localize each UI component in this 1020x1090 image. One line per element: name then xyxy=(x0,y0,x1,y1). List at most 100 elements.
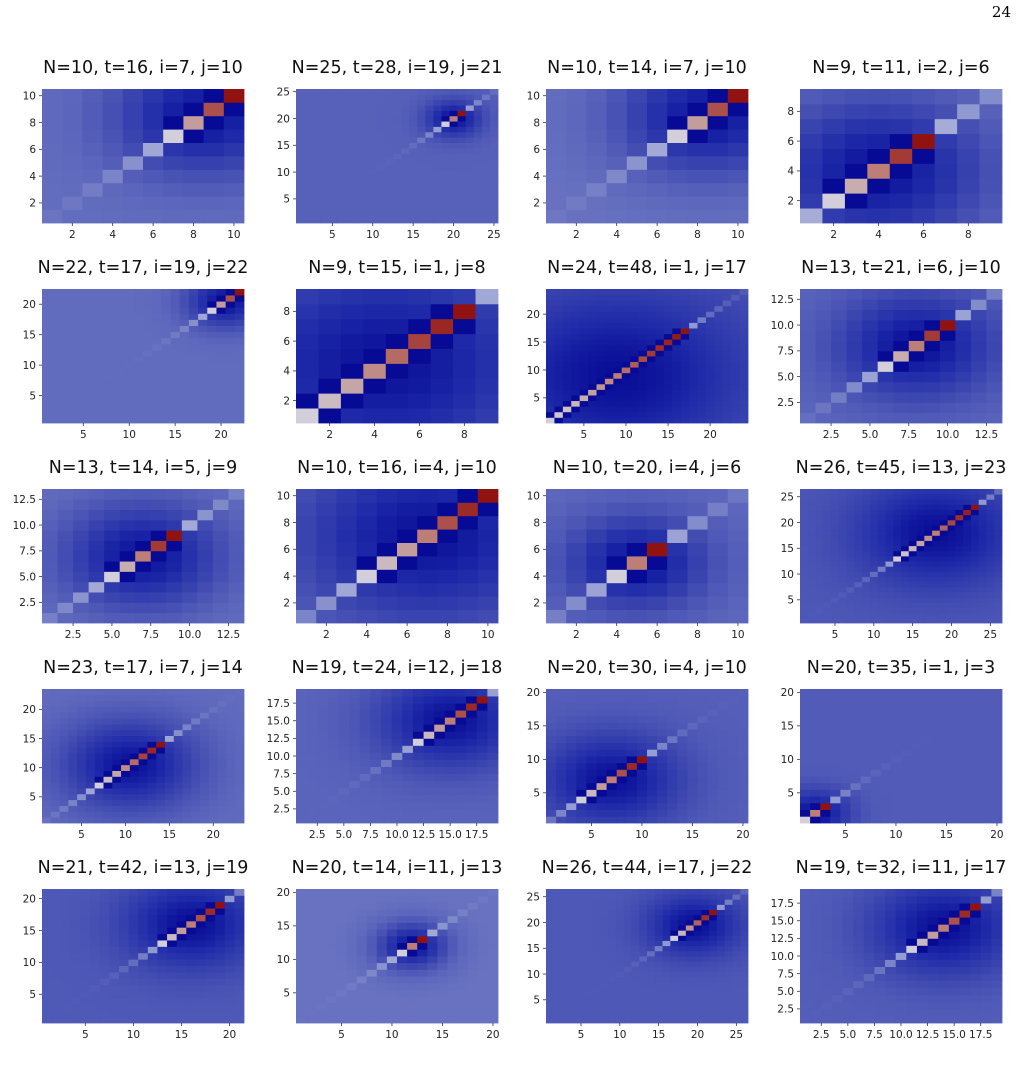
heatmap-cell xyxy=(121,718,131,725)
heatmap-cell xyxy=(161,398,171,406)
heatmap-cell xyxy=(596,316,606,323)
y-tick-label: 15.0 xyxy=(267,716,290,728)
heatmap-cell xyxy=(60,398,70,406)
heatmap-cell xyxy=(376,142,386,149)
heatmap-cell xyxy=(978,514,987,521)
heatmap-cell xyxy=(317,780,329,789)
heatmap-cell xyxy=(344,137,353,143)
heatmap-cell xyxy=(912,133,936,149)
heatmap-cell xyxy=(408,289,432,305)
heatmap-cell xyxy=(150,571,167,583)
heatmap-cell xyxy=(737,816,749,824)
heatmap-cell xyxy=(344,105,353,111)
heatmap-cell xyxy=(402,766,414,775)
heatmap-cell xyxy=(831,371,848,383)
heatmap-cell xyxy=(208,700,219,707)
heatmap-cell xyxy=(800,309,816,321)
heatmap-cell xyxy=(596,782,607,790)
heatmap-cell xyxy=(991,796,1003,804)
heatmap-cell xyxy=(78,410,89,418)
heatmap-cell xyxy=(104,499,121,511)
heatmap-cell xyxy=(133,325,144,333)
heatmap-cell xyxy=(384,174,394,181)
heatmap-cell xyxy=(714,356,724,362)
heatmap-cell xyxy=(217,753,227,760)
heatmap-cell xyxy=(370,752,382,760)
heatmap-cell xyxy=(156,805,166,812)
heatmap-cell xyxy=(546,102,567,117)
heatmap-cell xyxy=(359,752,371,760)
heatmap-cell xyxy=(328,206,337,213)
heatmap-cell xyxy=(97,307,107,314)
heatmap-cell xyxy=(626,756,638,764)
heatmap-cell xyxy=(880,782,892,790)
heatmap-cell xyxy=(352,190,362,197)
heatmap-cell xyxy=(376,196,386,202)
heatmap-cell xyxy=(606,569,628,584)
heatmap-cell xyxy=(317,773,329,782)
heatmap-cell xyxy=(457,542,479,557)
heatmap-cell xyxy=(621,350,631,357)
heatmap-cell xyxy=(164,758,175,766)
heatmap-cell xyxy=(961,796,973,804)
heatmap-cell xyxy=(465,89,475,95)
heatmap-cell xyxy=(466,745,478,753)
heatmap-cell xyxy=(807,607,816,614)
heatmap-cell xyxy=(955,561,964,567)
heatmap-cell xyxy=(877,581,886,588)
heatmap-cell xyxy=(815,499,824,505)
heatmap-cell xyxy=(822,133,846,149)
heatmap-cell xyxy=(831,494,840,500)
heatmap-cell xyxy=(636,809,648,817)
heatmap-cell xyxy=(924,392,941,403)
heatmap-cell xyxy=(677,709,688,717)
y-tick-label: 6 xyxy=(533,544,540,556)
heatmap-cell xyxy=(444,731,456,739)
heatmap-cell xyxy=(401,147,410,154)
heatmap-cell xyxy=(893,514,902,521)
heatmap-cell xyxy=(88,612,105,624)
heatmap-cell xyxy=(444,752,456,760)
heatmap-cell xyxy=(360,180,370,186)
heatmap-cell xyxy=(566,729,577,737)
heatmap-cell xyxy=(320,196,329,202)
heatmap-cell xyxy=(170,349,181,357)
heatmap-cell xyxy=(425,121,434,127)
heatmap-cell xyxy=(453,378,476,394)
heatmap-cell xyxy=(621,333,631,340)
heatmap-cell xyxy=(59,753,69,760)
heatmap-cell xyxy=(707,762,719,770)
heatmap-cell xyxy=(368,180,378,186)
heatmap-cell xyxy=(457,147,467,154)
heatmap-cell xyxy=(672,300,682,307)
heatmap-cell xyxy=(121,689,131,696)
heatmap-cell xyxy=(890,809,902,817)
panel-title: N=19, t=24, i=12, j=18 xyxy=(292,658,503,678)
heatmap-cell xyxy=(216,337,227,345)
heatmap-cell xyxy=(893,504,902,511)
heatmap-cell xyxy=(831,381,848,393)
heatmap-cell xyxy=(216,398,227,406)
heatmap-cell xyxy=(566,735,577,743)
heatmap-cell xyxy=(800,163,823,179)
heatmap-cell xyxy=(182,718,192,725)
heatmap-cell xyxy=(707,582,729,597)
heatmap-cell xyxy=(846,509,855,516)
heatmap-cell xyxy=(437,529,458,543)
heatmap-cell xyxy=(846,504,855,511)
heatmap-cell xyxy=(546,344,555,351)
heatmap-cell xyxy=(722,411,732,418)
heatmap-cell xyxy=(59,706,69,713)
heatmap-cell xyxy=(579,372,589,379)
heatmap-cell xyxy=(566,489,587,503)
heatmap-cell xyxy=(815,319,832,331)
heatmap-cell xyxy=(955,381,972,393)
heatmap-cell xyxy=(707,802,719,810)
heatmap-cell xyxy=(677,769,688,777)
heatmap-cell xyxy=(349,780,361,789)
heatmap-cell xyxy=(42,380,52,387)
heatmap-cell xyxy=(173,718,183,725)
heatmap-cell xyxy=(697,378,707,385)
heatmap-cell xyxy=(893,607,902,614)
